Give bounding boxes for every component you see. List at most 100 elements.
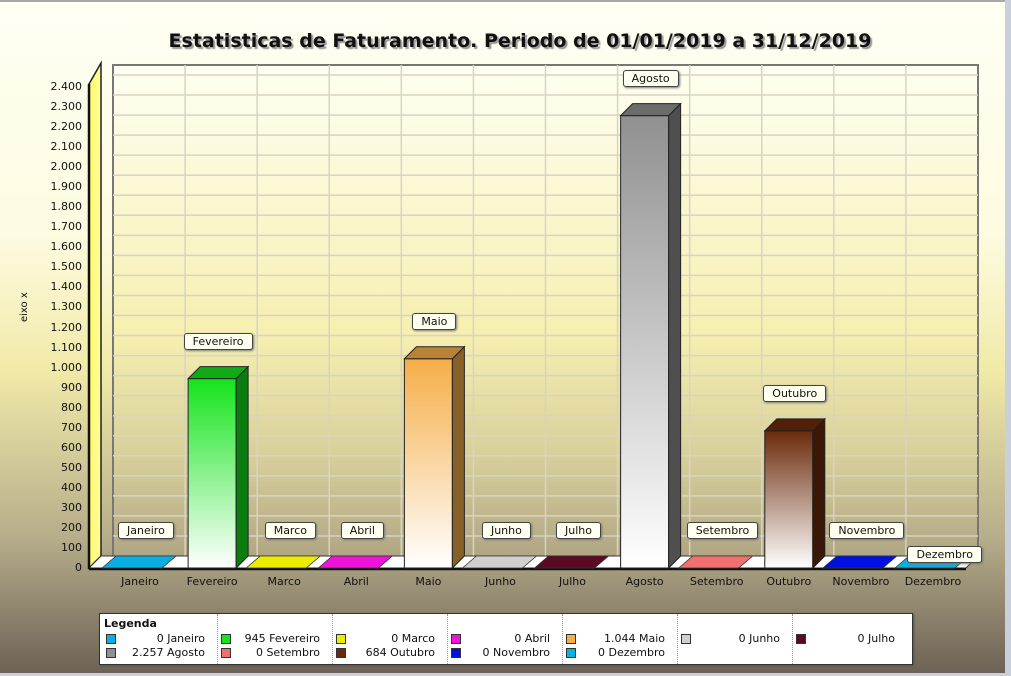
legend-text: 0 Dezembro xyxy=(598,646,665,659)
x-label-outubro: Outubro xyxy=(766,575,812,588)
y-tick: 400 xyxy=(61,480,82,494)
y-tick: 100 xyxy=(61,540,82,554)
callout-agosto: Agosto xyxy=(622,69,679,87)
legend-text: 684 Outubro xyxy=(365,646,435,659)
callout-novembro: Novembro xyxy=(829,522,905,539)
bar-julho xyxy=(533,555,610,569)
legend-separator xyxy=(792,614,793,664)
legend-item-abril: 0 Abril xyxy=(451,632,556,646)
bar-maio xyxy=(403,358,453,569)
bar-junho xyxy=(461,555,538,569)
callout-setembro: Setembro xyxy=(686,522,759,539)
legend-item-julho: 0 Julho xyxy=(796,632,901,646)
y-tick: 1.100 xyxy=(50,340,83,354)
legend-swatch xyxy=(451,634,461,644)
bar-setembro xyxy=(677,555,754,569)
x-label-dezembro: Dezembro xyxy=(904,575,962,588)
bar-abril xyxy=(317,555,394,569)
x-label-fevereiro: Fevereiro xyxy=(186,575,238,588)
top-border xyxy=(0,0,1005,2)
y-tick: 2.000 xyxy=(50,160,83,174)
y-tick: 1.000 xyxy=(50,360,83,374)
legend-separator xyxy=(677,614,678,664)
y-tick: 200 xyxy=(61,520,82,534)
y-tick: 1.400 xyxy=(50,280,83,294)
legend-text: 1.044 Maio xyxy=(603,632,665,645)
y-tick: 1.600 xyxy=(50,240,83,254)
legend-separator xyxy=(562,614,563,664)
y-tick: 300 xyxy=(61,500,82,514)
x-label-novembro: Novembro xyxy=(832,575,890,588)
legend-swatch xyxy=(451,648,461,658)
y-tick: 1.200 xyxy=(50,320,83,334)
legend-swatch xyxy=(106,648,116,658)
legend-text: 0 Marco xyxy=(391,632,435,645)
x-label-marco: Marco xyxy=(267,575,301,588)
legend-text: 0 Junho xyxy=(738,632,780,645)
x-label-janeiro: Janeiro xyxy=(121,575,159,588)
x-label-abril: Abril xyxy=(343,575,369,588)
y-tick: 500 xyxy=(61,460,82,474)
legend-item-setembro: 0 Setembro xyxy=(221,646,326,660)
y-tick: 2.200 xyxy=(50,120,83,134)
callout-junho: Junho xyxy=(481,522,531,539)
legend-item-marco: 0 Marco xyxy=(336,632,441,646)
chart-title: Estatisticas de Faturamento. Periodo de … xyxy=(168,30,872,52)
y-tick: 1.500 xyxy=(50,260,83,274)
legend-title: Legenda xyxy=(104,617,157,630)
x-label-setembro: Setembro xyxy=(689,575,744,588)
bar-novembro xyxy=(821,555,898,569)
legend-separator xyxy=(217,614,218,664)
side-wall xyxy=(88,60,102,570)
bar-janeiro xyxy=(100,555,178,569)
legend-text: 0 Abril xyxy=(514,632,550,645)
legend-item-outubro: 684 Outubro xyxy=(336,646,441,660)
legend-swatch xyxy=(336,648,346,658)
y-tick: 0 xyxy=(75,561,82,574)
x-label-agosto: Agosto xyxy=(625,575,664,588)
y-tick: 700 xyxy=(61,420,82,434)
callout-dezembro: Dezembro xyxy=(907,546,982,563)
y-tick: 600 xyxy=(61,440,82,454)
y-tick: 1.700 xyxy=(50,220,83,234)
callout-janeiro: Janeiro xyxy=(118,522,174,539)
legend-swatch xyxy=(221,648,231,658)
legend-text: 0 Julho xyxy=(857,632,895,645)
bar-outubro xyxy=(764,430,814,569)
legend-text: 2.257 Agosto xyxy=(132,646,205,659)
y-tick: 1.800 xyxy=(50,200,83,214)
legend-item-fevereiro: 945 Fevereiro xyxy=(221,632,326,646)
legend-swatch xyxy=(796,634,806,644)
y-tick: 900 xyxy=(61,380,82,394)
bar-marco xyxy=(245,555,322,569)
legend-swatch xyxy=(221,634,231,644)
legend-text: 0 Novembro xyxy=(482,646,550,659)
legend-swatch xyxy=(566,648,576,658)
legend-swatch xyxy=(566,634,576,644)
legend-separator xyxy=(447,614,448,664)
y-tick: 800 xyxy=(61,400,82,414)
x-label-maio: Maio xyxy=(415,575,442,588)
y-tick: 2.100 xyxy=(50,140,83,154)
legend-text: 0 Janeiro xyxy=(156,632,205,645)
callout-outubro: Outubro xyxy=(763,384,827,402)
legend-item-janeiro: 0 Janeiro xyxy=(106,632,211,646)
legend-item-dezembro: 0 Dezembro xyxy=(566,646,671,660)
callout-julho: Julho xyxy=(556,522,602,539)
legend-item-novembro: 0 Novembro xyxy=(451,646,556,660)
callout-maio: Maio xyxy=(412,312,457,330)
legend-item-maio: 1.044 Maio xyxy=(566,632,671,646)
y-tick: 1.300 xyxy=(50,300,83,314)
legend-text: 945 Fevereiro xyxy=(244,632,320,645)
legend-item-junho: 0 Junho xyxy=(681,632,786,646)
callout-marco: Marco xyxy=(264,522,316,539)
callout-fevereiro: Fevereiro xyxy=(183,332,253,350)
legend-swatch xyxy=(106,634,116,644)
bar-fevereiro xyxy=(187,378,237,569)
bar-agosto xyxy=(620,115,670,569)
legend-swatch xyxy=(336,634,346,644)
x-label-junho: Junho xyxy=(485,575,516,588)
y-tick: 2.300 xyxy=(50,100,83,114)
x-label-julho: Julho xyxy=(559,575,587,588)
